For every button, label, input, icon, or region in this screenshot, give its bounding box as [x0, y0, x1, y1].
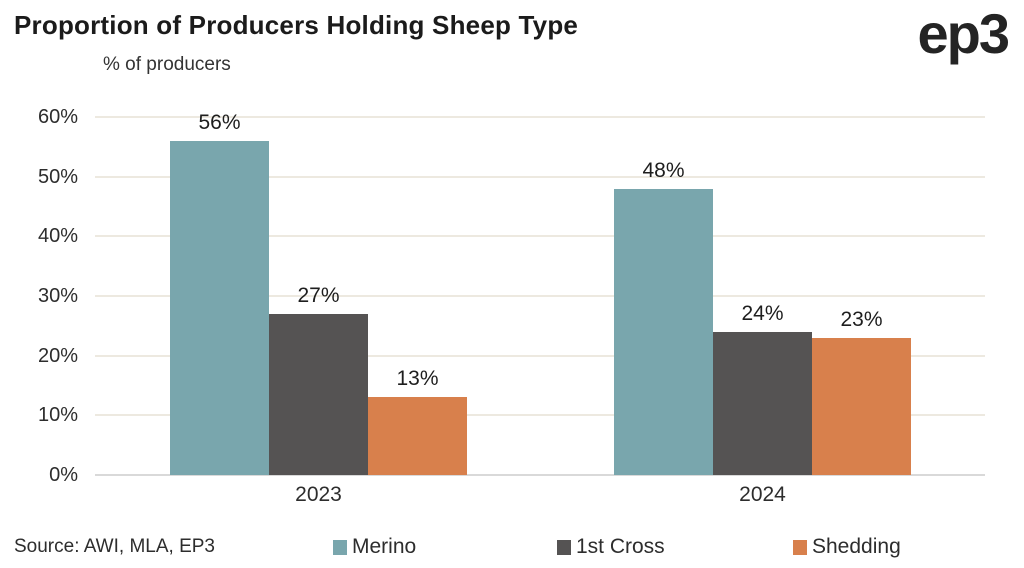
value-label-1st-cross-2024: 24%: [741, 301, 784, 325]
y-tick-label-30: 30%: [37, 285, 78, 307]
bar-1st-cross-2024: [713, 331, 812, 475]
x-tick-label-2024: 2024: [739, 483, 786, 506]
y-tick-label-0: 0%: [49, 464, 78, 486]
gridline-40: [95, 235, 985, 238]
bar-merino-2024: [614, 188, 713, 475]
x-tick-label-2023: 2023: [295, 483, 342, 506]
legend-swatch-1st-cross: [557, 539, 571, 555]
legend-label-merino: Merino: [352, 535, 417, 558]
y-tick-label-50: 50%: [37, 165, 78, 188]
gridline-50: [95, 175, 985, 178]
legend-item-shedding: Shedding: [793, 535, 901, 559]
gridline-0: [95, 474, 985, 476]
y-tick-label-10: 10%: [37, 404, 78, 427]
value-label-merino-2023: 56%: [198, 110, 241, 134]
value-label-shedding-2024: 23%: [840, 307, 883, 331]
source-note: Source: AWI, MLA, EP3: [14, 536, 215, 557]
legend-item-1st-cross: 1st Cross: [557, 535, 665, 559]
legend-label-shedding: Shedding: [812, 535, 901, 558]
y-axis-title: % of producers: [103, 54, 231, 75]
chart-title: Proportion of Producers Holding Sheep Ty…: [14, 10, 579, 40]
legend-label-1st-cross: 1st Cross: [576, 535, 665, 558]
gridline-60: [95, 116, 985, 118]
bar-1st-cross-2023: [269, 313, 368, 475]
y-tick-label-20: 20%: [37, 344, 78, 367]
bar-merino-2023: [170, 140, 269, 475]
legend-swatch-merino: [333, 539, 347, 555]
legend-item-merino: Merino: [333, 535, 416, 559]
value-label-shedding-2023: 13%: [396, 367, 439, 391]
legend-swatch-shedding: [793, 539, 807, 555]
ep3-logo: ep3: [917, 2, 1010, 65]
plot-area: 56% 48% 27% 24% 13% 23%: [95, 111, 985, 476]
gridline-10: [95, 414, 985, 417]
bar-shedding-2024: [812, 337, 911, 475]
gridline-20: [95, 354, 985, 357]
bar-shedding-2023: [368, 397, 467, 475]
y-tick-label-60: 60%: [37, 106, 78, 128]
y-tick-label-40: 40%: [37, 225, 78, 248]
value-label-merino-2024: 48%: [642, 158, 685, 182]
gridline-30: [95, 295, 985, 297]
value-label-1st-cross-2023: 27%: [297, 283, 340, 307]
